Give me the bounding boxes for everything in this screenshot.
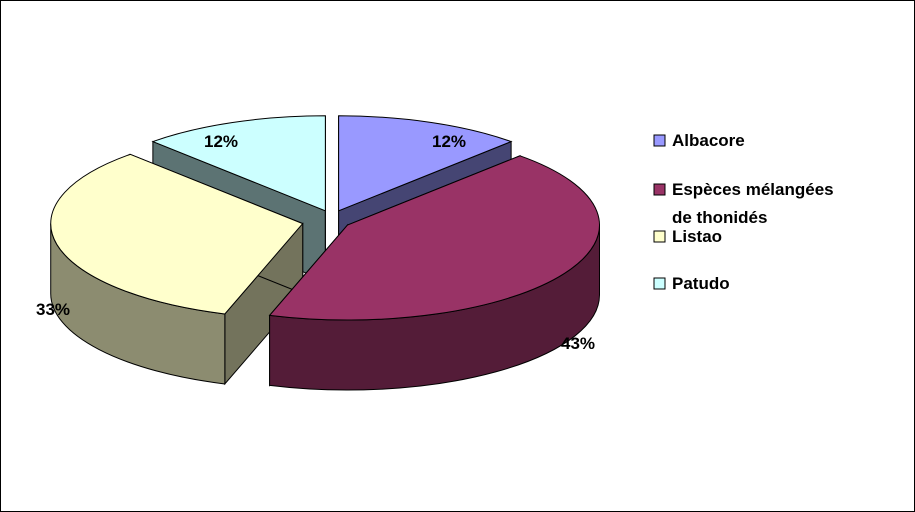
slice-top-listao [50,153,304,315]
data-label-especes: 43% [561,334,595,353]
legend-label-listao: Listao [672,227,722,246]
pie-slice-especes [268,155,600,391]
legend-label-especes-line1: Espèces mélangées [672,180,834,199]
slice-top-albacore [338,115,513,212]
data-label-patudo: 12% [204,132,238,151]
pie-slice-listao [50,153,304,386]
data-label-albacore: 12% [432,132,466,151]
data-label-listao: 33% [36,300,70,319]
legend-swatch-albacore [653,134,666,147]
slice-top-especes [268,155,600,321]
legend-label-especes-line2: de thonidés [672,208,767,227]
legend-swatch-patudo [653,277,666,290]
legend-swatch-listao [653,230,666,243]
slice-top-patudo [151,115,326,212]
legend: Albacore Espèces mélangées de thonidés L… [653,131,834,293]
legend-label-albacore: Albacore [672,131,745,150]
legend-swatch-especes [653,183,666,196]
legend-label-patudo: Patudo [672,274,730,293]
